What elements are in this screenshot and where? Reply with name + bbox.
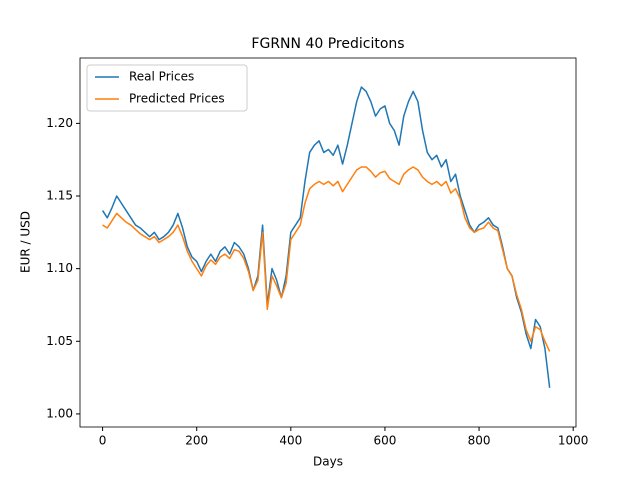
x-tick-label: 600	[373, 434, 396, 448]
y-tick-label: 1.20	[46, 116, 73, 130]
series-line	[102, 166, 551, 352]
x-tick-label: 800	[468, 434, 491, 448]
x-tick-label: 1000	[558, 434, 589, 448]
y-tick-label: 1.00	[46, 406, 73, 420]
y-tick-label: 1.05	[46, 334, 73, 348]
y-tick-label: 1.15	[46, 189, 73, 203]
legend-label: Predicted Prices	[129, 92, 225, 106]
x-tick-label: 400	[279, 434, 302, 448]
legend-box	[86, 64, 248, 112]
chart-title: FGRNN 40 Predicitons	[251, 36, 404, 52]
x-tick-label: 200	[185, 434, 208, 448]
y-tick-label: 1.10	[46, 261, 73, 275]
y-axis-label: EUR / USD	[19, 211, 33, 273]
legend-label: Real Prices	[129, 70, 194, 84]
plot-frame	[79, 57, 577, 428]
x-tick-label: 0	[99, 434, 107, 448]
x-axis-label: Days	[313, 455, 343, 469]
